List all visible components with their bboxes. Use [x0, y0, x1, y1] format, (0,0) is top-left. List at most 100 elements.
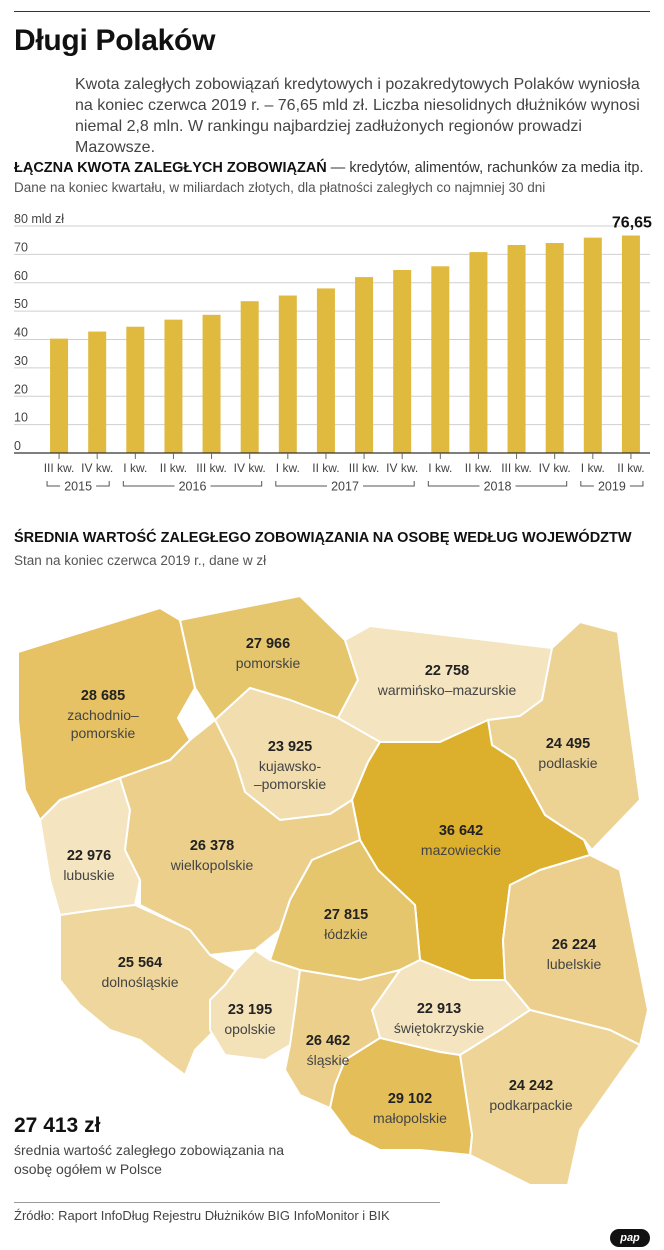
region-value-label: 29 102	[388, 1091, 432, 1107]
bar	[583, 237, 602, 453]
total-label: średnia wartość zaległego zobowiązania n…	[14, 1142, 285, 1177]
bar	[545, 243, 564, 453]
region-name-label: lubelskie	[547, 956, 602, 972]
region-name-label: wielkopolskie	[170, 857, 254, 873]
top-rule	[14, 11, 650, 12]
region-value-label: 27 966	[246, 636, 290, 652]
region-malopolskie	[329, 1037, 473, 1156]
y-tick-label: 60	[14, 269, 28, 283]
region-name-label: śląskie	[307, 1052, 350, 1068]
region-value-label: 26 462	[306, 1033, 350, 1049]
region-value-label: 26 224	[552, 937, 596, 953]
year-bracket	[122, 481, 263, 487]
region-name-label: małopolskie	[373, 1110, 447, 1126]
year-bracket	[46, 481, 110, 487]
year-label: 2019	[598, 480, 626, 494]
map-subheading: Stan na koniec czerwca 2019 r., dane w z…	[14, 553, 267, 568]
x-tick-label: I kw.	[123, 461, 147, 475]
region-value-label: 25 564	[118, 955, 162, 971]
region-name-line: –pomorskie	[254, 776, 327, 792]
region-value-label: 24 495	[546, 736, 590, 752]
region-value-label: 24 242	[509, 1078, 553, 1094]
y-tick-label: 20	[14, 382, 28, 396]
bar	[88, 331, 107, 453]
x-tick-label: II kw.	[312, 461, 339, 475]
bar	[507, 245, 526, 453]
region-value-label: 22 976	[67, 848, 111, 864]
region-lubuskie	[39, 777, 141, 916]
region-value-label: 23 925	[268, 739, 312, 755]
year-label: 2017	[331, 480, 359, 494]
y-tick-label: 10	[14, 411, 28, 425]
x-tick-label: III kw.	[196, 461, 227, 475]
bar	[50, 338, 69, 453]
year-label: 2016	[179, 480, 207, 494]
bar	[621, 235, 640, 453]
region-opolskie	[209, 949, 301, 1061]
region-name-line: zachodnio–	[67, 707, 139, 723]
x-tick-label: IV kw.	[81, 461, 113, 475]
footer-rule	[14, 1202, 440, 1203]
region-name-label: pomorskie	[236, 655, 301, 671]
region-name-line: kujawsko-	[259, 758, 322, 774]
bar	[316, 288, 335, 453]
bar	[240, 301, 259, 453]
x-tick-label: IV kw.	[386, 461, 418, 475]
region-name-label: świętokrzyskie	[394, 1020, 484, 1036]
x-tick-label: III kw.	[501, 461, 532, 475]
bar	[469, 252, 488, 453]
region-name-line: pomorskie	[71, 725, 136, 741]
x-tick-label: II kw.	[160, 461, 187, 475]
bar	[202, 314, 221, 453]
year-bracket	[427, 481, 568, 487]
map-heading-bold: ŚREDNIA WARTOŚĆ ZALEGŁEGO ZOBOWIĄZANIA N…	[14, 530, 632, 546]
region-name-label: mazowieckie	[421, 842, 501, 858]
map-heading: ŚREDNIA WARTOŚĆ ZALEGŁEGO ZOBOWIĄZANIA N…	[14, 530, 632, 546]
year-label: 2018	[484, 480, 512, 494]
region-name-label: podlaskie	[538, 755, 597, 771]
bar-chart-subheading: Dane na koniec kwartału, w miliardach zł…	[14, 180, 546, 195]
x-tick-label: III kw.	[349, 461, 380, 475]
y-tick-label: 30	[14, 354, 28, 368]
y-tick-label: 50	[14, 297, 28, 311]
x-tick-label: II kw.	[465, 461, 492, 475]
year-bracket	[275, 481, 415, 487]
bar	[355, 277, 374, 453]
x-tick-label: I kw.	[276, 461, 300, 475]
y-tick-label: 80 mld zł	[14, 212, 64, 226]
bar	[278, 295, 297, 453]
bar	[393, 269, 412, 453]
region-value-label: 23 195	[228, 1002, 272, 1018]
y-tick-label: 0	[14, 439, 21, 453]
x-tick-label: II kw.	[617, 461, 644, 475]
region-value-label: 36 642	[439, 823, 483, 839]
bar	[126, 326, 145, 453]
x-tick-label: I kw.	[581, 461, 605, 475]
bar	[431, 266, 450, 453]
page-title: Długi Polaków	[14, 24, 216, 57]
year-label: 2015	[64, 480, 92, 494]
y-tick-label: 40	[14, 326, 28, 340]
region-value-label: 27 815	[324, 907, 368, 923]
region-value-label: 26 378	[190, 838, 234, 854]
region-name-label: kujawsko- –pomorskie	[254, 758, 327, 792]
bar-chart-heading-bold: ŁĄCZNA KWOTA ZALEGŁYCH ZOBOWIĄZAŃ	[14, 160, 327, 176]
region-value-label: 28 685	[81, 688, 125, 704]
region-name-label: zachodnio– pomorskie	[67, 707, 139, 741]
bar	[164, 319, 183, 453]
region-name-label: lubuskie	[63, 867, 115, 883]
bar-chart: 0 10 20 30 40 50 60 70 80 mld zł III kw. IV kw. I k…	[14, 212, 652, 494]
region-value-label: 22 913	[417, 1001, 461, 1017]
region-name-label: opolskie	[224, 1021, 276, 1037]
bar-chart-heading: ŁĄCZNA KWOTA ZALEGŁYCH ZOBOWIĄZAŃ — kred…	[14, 160, 644, 176]
bar-chart-heading-rest: — kredytów, alimentów, rachunków za medi…	[326, 160, 644, 176]
bar-value-label: 76,65	[612, 215, 652, 232]
region-name-label: warmińsko–mazurskie	[377, 682, 517, 698]
region-value-label: 22 758	[425, 663, 469, 679]
region-name-label: podkarpackie	[489, 1097, 572, 1113]
intro-text: Kwota zaległych zobowiązań kredytowych i…	[75, 76, 640, 156]
y-tick-label: 70	[14, 240, 28, 254]
x-tick-label: I kw.	[428, 461, 452, 475]
x-tick-label: III kw.	[44, 461, 75, 475]
